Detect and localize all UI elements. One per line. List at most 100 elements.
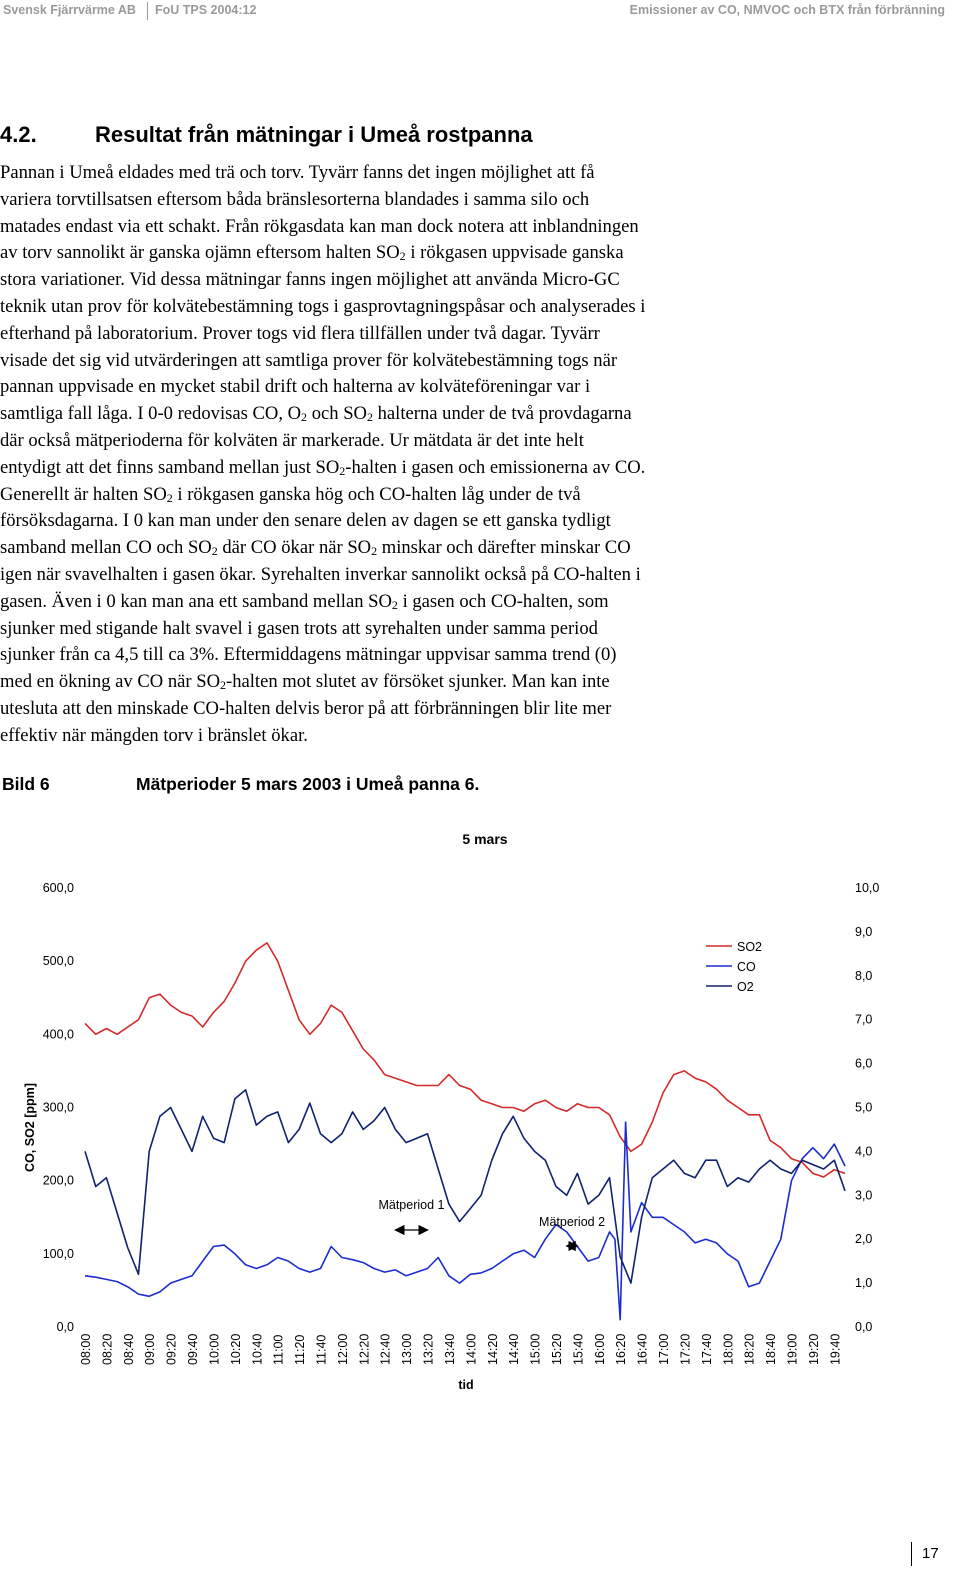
- x-tick-label: 13:00: [400, 1334, 414, 1365]
- x-tick-label: 10:20: [229, 1334, 243, 1365]
- body-text-run: sjunker från ca 4,5 till ca 3%. Eftermid…: [0, 644, 617, 666]
- body-text-run: i rökgasen ganska hög och CO-halten låg …: [172, 483, 581, 505]
- x-tick-label: 17:40: [700, 1334, 714, 1365]
- body-line: utesluta att den minskade CO-halten delv…: [0, 696, 800, 723]
- body-text-run: matades endast via ett schakt. Från rökg…: [0, 215, 639, 237]
- body-line: entydigt att det finns samband mellan ju…: [0, 455, 800, 482]
- body-line: Generellt är halten SO2 i rökgasen gansk…: [0, 482, 800, 509]
- footer-separator: [911, 1542, 912, 1566]
- y-right-tick-label: 7,0: [855, 1013, 872, 1027]
- body-text-run: sjunker med stigande halt svavel i gasen…: [0, 617, 598, 639]
- x-axis-label: tid: [458, 1378, 473, 1392]
- legend-label-o2: O2: [737, 980, 754, 994]
- body-text-run: entydigt att det finns samband mellan ju…: [0, 456, 340, 478]
- body-text-run: halterna under de två provdagarna: [372, 403, 632, 425]
- y-tick-label: 100,0: [43, 1247, 74, 1261]
- chart-title: 5 mars: [462, 831, 507, 847]
- y-right-tick-label: 4,0: [855, 1144, 872, 1158]
- subscript-text: 2: [166, 490, 173, 505]
- body-text-run: gasen. Även i 0 kan man ana ett samband …: [0, 590, 392, 612]
- figure-label: Bild 6: [2, 774, 50, 794]
- x-tick-label: 19:00: [785, 1334, 799, 1365]
- body-line: variera torvtillsatsen eftersom båda brä…: [0, 187, 800, 214]
- body-text-run: variera torvtillsatsen eftersom båda brä…: [0, 188, 590, 210]
- subscript-text: 2: [391, 597, 398, 612]
- x-tick-label: 12:00: [336, 1334, 350, 1365]
- y-right-tick-label: 3,0: [855, 1188, 872, 1202]
- header-report-title: Emissioner av CO, NMVOC och BTX från för…: [629, 3, 945, 17]
- x-tick-label: 11:20: [293, 1335, 307, 1365]
- body-text-run: i rökgasen uppvisade ganska: [405, 242, 624, 264]
- body-text-run: och SO: [307, 403, 367, 425]
- measurement-period-label: Mätperiod 1: [378, 1198, 444, 1212]
- x-tick-label: 15:20: [550, 1334, 564, 1365]
- subscript-text: 2: [399, 249, 406, 264]
- y-tick-label: 400,0: [43, 1027, 74, 1041]
- body-text-run: pannan uppvisade en mycket stabil drift …: [0, 376, 591, 398]
- figure-caption: Mätperioder 5 mars 2003 i Umeå panna 6.: [136, 774, 480, 794]
- x-tick-label: 10:00: [207, 1334, 221, 1365]
- y-tick-label: 300,0: [43, 1101, 74, 1115]
- body-paragraph: Pannan i Umeå eldades med trä och torv. …: [0, 160, 800, 750]
- body-text-run: där också mätperioderna för kolväten är …: [0, 429, 584, 451]
- measurement-period-label: Mätperiod 2: [539, 1215, 605, 1229]
- legend-label-co: CO: [737, 960, 756, 974]
- x-tick-label: 10:40: [250, 1334, 264, 1365]
- x-tick-label: 18:40: [764, 1334, 778, 1365]
- emissions-line-chart: 5 mars 0,0 100,0 200,0 300,0 400,0 500,0 600,0 0…: [23, 831, 879, 1392]
- body-line: Pannan i Umeå eldades med trä och torv. …: [0, 160, 800, 187]
- body-text-run: -halten i gasen och emissionerna av CO.: [345, 456, 646, 478]
- x-tick-label: 09:40: [186, 1334, 200, 1365]
- body-line: sjunker från ca 4,5 till ca 3%. Eftermid…: [0, 642, 800, 669]
- body-line: med en ökning av CO när SO2-halten mot s…: [0, 669, 800, 696]
- body-text-run: samtliga fall låga. I 0-0 redovisas CO, …: [0, 403, 302, 425]
- y-right-tick-label: 0,0: [855, 1320, 872, 1334]
- body-text-run: utesluta att den minskade CO-halten delv…: [0, 697, 612, 719]
- subscript-text: 2: [301, 410, 308, 425]
- y-tick-label: 0,0: [57, 1320, 74, 1334]
- x-tick-label: 08:00: [79, 1334, 93, 1365]
- body-line: av torv sannolikt är ganska ojämn efters…: [0, 240, 800, 267]
- subscript-text: 2: [366, 410, 373, 425]
- body-line: effektiv när mängden torv i bränslet öka…: [0, 723, 800, 750]
- body-text-run: visade det sig vid utvärderingen att sam…: [0, 349, 618, 371]
- body-text-run: -halten mot slutet av försöket sjunker. …: [226, 671, 610, 693]
- body-line: visade det sig vid utvärderingen att sam…: [0, 348, 800, 375]
- x-tick-label: 08:20: [100, 1334, 114, 1365]
- body-text-run: minskar och därefter minskar CO: [377, 537, 631, 559]
- body-text-run: med en ökning av CO när SO: [0, 671, 220, 693]
- y-right-tick-label: 8,0: [855, 969, 872, 983]
- header-org: Svensk Fjärrvärme AB: [3, 3, 136, 17]
- y-right-tick-label: 10,0: [855, 881, 879, 895]
- subscript-text: 2: [211, 544, 218, 559]
- x-tick-label: 16:40: [636, 1334, 650, 1365]
- x-tick-label: 11:40: [314, 1335, 328, 1365]
- body-text-run: av torv sannolikt är ganska ojämn efters…: [0, 242, 400, 264]
- x-tick-label: 12:20: [357, 1334, 371, 1365]
- body-line: sjunker med stigande halt svavel i gasen…: [0, 616, 800, 643]
- y-right-tick-label: 1,0: [855, 1276, 872, 1290]
- x-tick-label: 15:40: [571, 1334, 585, 1365]
- subscript-text: 2: [339, 463, 346, 478]
- series-line-so2: [84, 942, 846, 1178]
- header-separator: [147, 2, 148, 20]
- x-tick-label: 15:00: [529, 1334, 543, 1365]
- y-axis-label: CO, SO2 [ppm]: [23, 1083, 37, 1172]
- x-tick-label: 09:20: [165, 1334, 179, 1365]
- body-text-run: stora variationer. Vid dessa mätningar f…: [0, 269, 620, 291]
- body-line: pannan uppvisade en mycket stabil drift …: [0, 374, 800, 401]
- body-line: samband mellan CO och SO2 där CO ökar nä…: [0, 535, 800, 562]
- body-text-run: Pannan i Umeå eldades med trä och torv. …: [0, 162, 595, 183]
- x-tick-label: 16:20: [614, 1334, 628, 1365]
- body-line: försöksdagarna. I 0 kan man under den se…: [0, 508, 800, 535]
- body-text-run: efterhand på laboratorium. Prover togs v…: [0, 322, 600, 344]
- x-tick-label: 09:00: [143, 1334, 157, 1365]
- x-tick-label: 18:20: [743, 1334, 757, 1365]
- x-tick-label: 11:00: [272, 1335, 286, 1365]
- series-line-co: [84, 1121, 846, 1321]
- x-tick-label: 18:00: [721, 1334, 735, 1365]
- y-right-tick-label: 6,0: [855, 1057, 872, 1071]
- body-text-run: teknik utan prov för kolvätebestämning t…: [0, 295, 646, 317]
- body-line: teknik utan prov för kolvätebestämning t…: [0, 294, 800, 321]
- x-tick-label: 08:40: [122, 1334, 136, 1365]
